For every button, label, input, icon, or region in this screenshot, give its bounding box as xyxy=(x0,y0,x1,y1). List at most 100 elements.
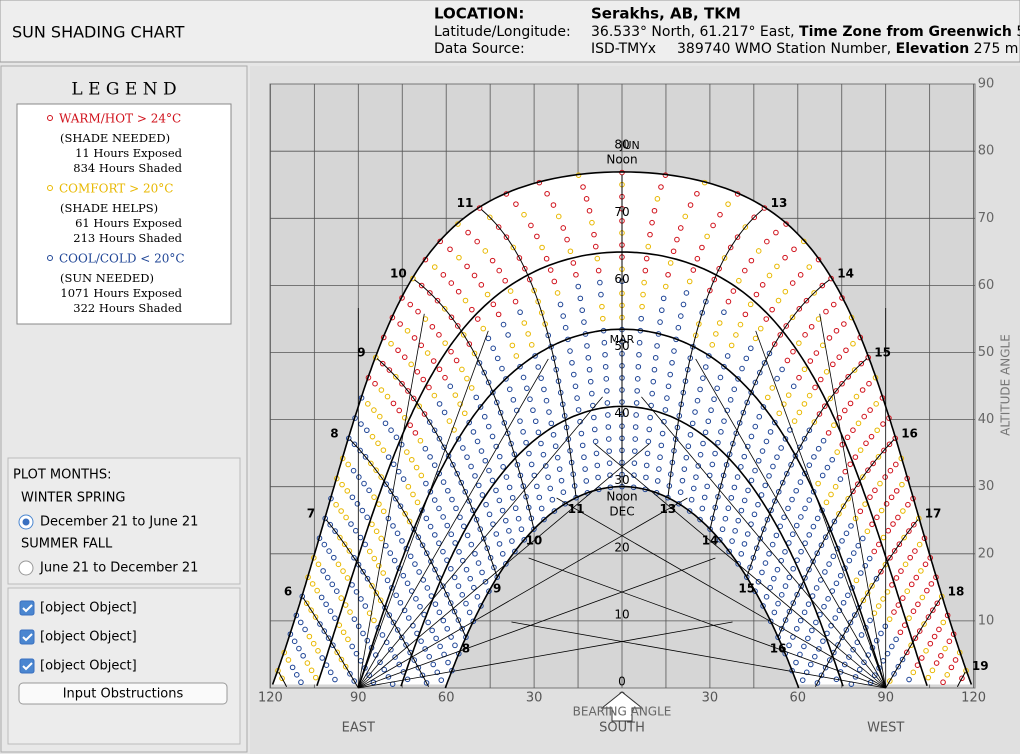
fan-line xyxy=(357,313,425,689)
hour-dot xyxy=(806,462,813,468)
bearing-axis-label: BEARING ANGLE xyxy=(573,705,672,719)
hour-dot xyxy=(406,518,413,525)
hour-dot xyxy=(344,575,351,581)
fan-line xyxy=(556,497,886,689)
checkbox[interactable] xyxy=(19,600,35,616)
hour-label: 10 xyxy=(390,267,407,281)
hour-dot xyxy=(802,470,808,477)
hour-dot xyxy=(748,433,755,440)
hour-dot xyxy=(827,395,834,402)
hour-dot xyxy=(762,482,769,489)
hour-dot xyxy=(634,388,640,394)
hour-dot xyxy=(513,353,520,359)
hour-dot xyxy=(449,496,455,503)
hour-dot xyxy=(850,427,856,433)
hour-dot xyxy=(806,566,812,573)
hour-dot xyxy=(721,363,727,370)
hour-dot xyxy=(659,430,666,437)
input-obstructions-button[interactable] xyxy=(18,682,228,705)
hour-dot xyxy=(466,341,473,347)
bearing-tick-label: 60 xyxy=(438,691,455,706)
hour-dot xyxy=(517,309,523,316)
hour-dot xyxy=(333,501,339,508)
hour-dot xyxy=(839,634,845,641)
hour-dot xyxy=(732,528,738,534)
hour-dot xyxy=(756,413,763,420)
jun-label: JUN xyxy=(619,139,640,152)
location-label: LOCATION: xyxy=(434,5,524,23)
hour-dot xyxy=(462,488,469,495)
hour-dot xyxy=(605,424,612,430)
hour-dot xyxy=(344,488,351,494)
hour-dot xyxy=(436,401,443,407)
hour-dot xyxy=(489,477,496,484)
hour-line xyxy=(956,671,966,688)
hour-dot xyxy=(500,464,506,470)
hour-dot xyxy=(503,376,509,382)
hour-dot xyxy=(447,246,453,253)
hour-dot xyxy=(859,387,866,393)
east-label: EAST xyxy=(342,721,375,736)
hour-dot xyxy=(694,255,701,262)
hour-label: 14 xyxy=(702,534,719,548)
checkbox-label: [object Object] xyxy=(40,630,137,645)
hour-dot xyxy=(846,557,853,564)
hour-dot xyxy=(918,568,924,574)
hour-line xyxy=(885,597,942,689)
hour-dot xyxy=(362,454,369,460)
hour-dot xyxy=(512,298,519,305)
hour-dot xyxy=(455,583,462,589)
radio[interactable] xyxy=(18,560,34,576)
hour-dot xyxy=(387,550,394,556)
hour-dot xyxy=(893,575,900,581)
hour-dot xyxy=(651,366,658,373)
hour-dot xyxy=(819,472,826,479)
hour-dot xyxy=(801,609,808,616)
hour-dot xyxy=(334,649,340,656)
hour-dot xyxy=(564,236,570,243)
checkbox[interactable] xyxy=(19,629,35,645)
hour-dot xyxy=(837,572,844,579)
hour-dot xyxy=(416,569,422,575)
hour-dot xyxy=(855,481,861,487)
hour-dot xyxy=(453,357,460,364)
hour-dot xyxy=(338,595,345,601)
hour-dot xyxy=(371,555,378,562)
hour-dot xyxy=(411,657,418,663)
center-altitude-label: 80 xyxy=(614,138,629,152)
hour-dot xyxy=(302,626,308,633)
hour-dot xyxy=(808,323,815,330)
checkbox[interactable] xyxy=(19,658,35,674)
hour-dot xyxy=(441,409,448,416)
hour-dot xyxy=(643,462,650,469)
hour-dot xyxy=(806,392,813,399)
hour-dot xyxy=(569,359,575,366)
hour-dot xyxy=(811,653,818,660)
hour-dot xyxy=(817,376,824,383)
hour-dot xyxy=(603,376,610,382)
hour-dot xyxy=(638,315,644,322)
hour-dot xyxy=(455,617,462,623)
hour-dot xyxy=(731,386,738,393)
hour-dot xyxy=(474,238,480,245)
hour-dot xyxy=(718,429,724,435)
hour-dot xyxy=(437,238,444,245)
hour-dot xyxy=(789,667,795,674)
hour-dot xyxy=(697,451,704,458)
hour-dot xyxy=(360,630,366,637)
hour-dot xyxy=(448,531,455,538)
hour-dot xyxy=(399,380,405,387)
hour-dot xyxy=(652,354,659,361)
hour-dot xyxy=(480,535,487,542)
hour-dot xyxy=(417,437,424,444)
hour-dot xyxy=(851,612,858,618)
hour-dot xyxy=(431,427,438,434)
fan-line xyxy=(357,330,489,689)
hour-dot xyxy=(707,526,713,532)
hour-dot xyxy=(647,414,653,421)
hour-dot xyxy=(736,420,743,426)
hour-dot xyxy=(771,609,778,616)
hour-dot xyxy=(866,380,872,387)
hour-dot xyxy=(636,351,642,358)
